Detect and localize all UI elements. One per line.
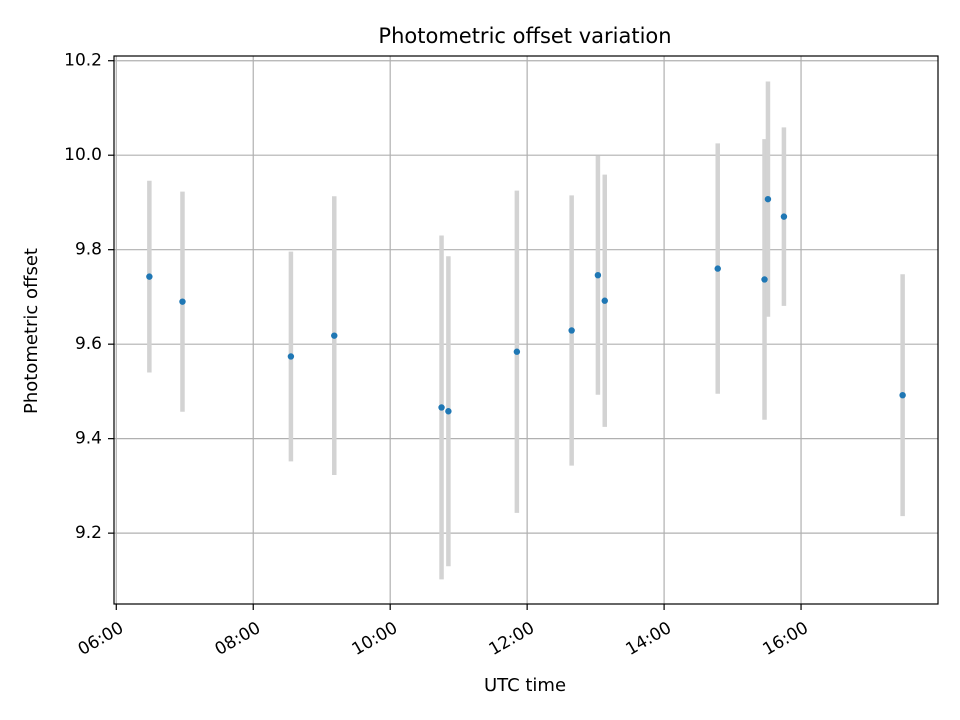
y-tick-label: 9.4 — [75, 429, 102, 449]
data-point — [179, 298, 186, 305]
data-points — [146, 195, 906, 415]
x-axis-title: UTC time — [484, 675, 566, 696]
x-tick-label: 06:00 — [75, 618, 127, 660]
y-tick-label: 9.8 — [75, 240, 102, 260]
y-tick-label: 10.0 — [64, 145, 102, 165]
data-point — [445, 408, 452, 415]
data-point — [568, 327, 575, 334]
error-bars — [147, 81, 905, 580]
data-point — [764, 195, 772, 203]
data-point — [899, 391, 906, 399]
data-point — [761, 276, 768, 283]
y-tick-label: 10.2 — [64, 51, 102, 71]
data-point — [438, 404, 445, 411]
data-point — [146, 273, 153, 280]
data-point — [780, 213, 788, 220]
grid — [114, 56, 938, 604]
x-axis-ticks: 06:00 08:00 10:00 12:00 14:00 16:00 — [75, 604, 812, 660]
x-tick-label: 16:00 — [759, 618, 811, 660]
data-point — [601, 297, 608, 304]
y-axis-title: Photometric offset — [21, 248, 42, 414]
chart-title: Photometric offset variation — [378, 24, 671, 48]
x-tick-label: 14:00 — [623, 618, 675, 660]
data-point — [513, 348, 521, 355]
x-tick-label: 12:00 — [486, 618, 538, 660]
plot-frame — [113, 55, 939, 605]
data-point — [714, 265, 721, 272]
x-tick-label: 08:00 — [212, 618, 264, 660]
data-point — [287, 353, 295, 360]
y-axis-ticks: 9.2 9.4 9.6 9.8 10.0 10.2 — [64, 51, 114, 543]
data-point — [594, 272, 602, 279]
x-tick-label: 10:00 — [349, 618, 401, 660]
y-tick-label: 9.6 — [75, 334, 102, 354]
data-point — [331, 332, 338, 339]
y-tick-label: 9.2 — [75, 523, 102, 543]
